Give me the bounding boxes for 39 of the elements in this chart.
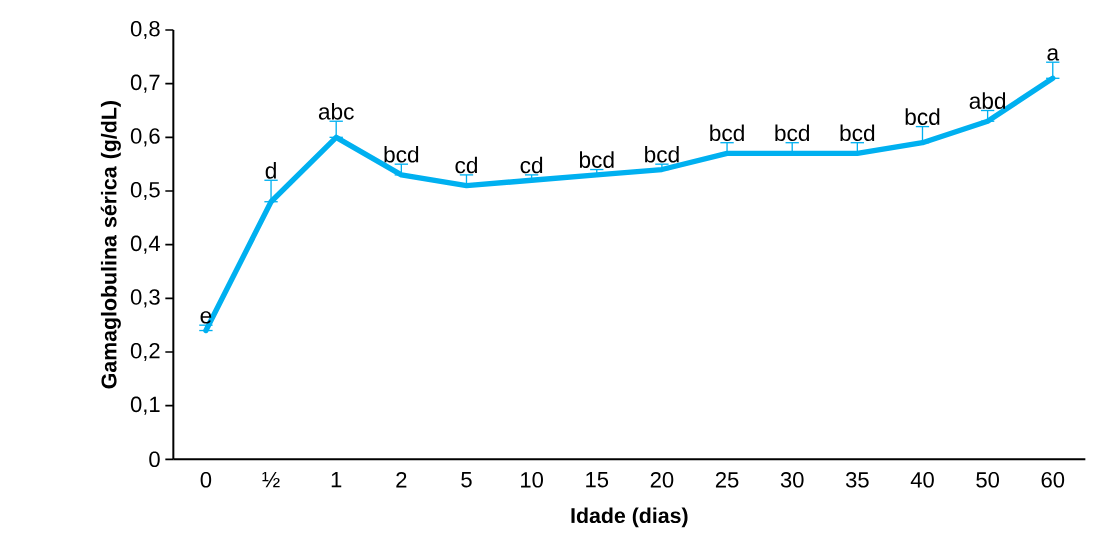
x-tick-label: 40 <box>910 472 934 488</box>
x-tick-label: 1 <box>331 472 342 488</box>
x-tick-label: 10 <box>521 472 543 488</box>
y-axis-title: Gamaglobulina sérica (g/dL) <box>100 101 121 389</box>
data-label: abd <box>969 92 1006 109</box>
x-tick-label: 35 <box>845 472 869 488</box>
data-label: bcd <box>384 145 419 163</box>
x-axis-title: Idade (dias) <box>571 507 688 528</box>
y-tick-label: 0,5 <box>130 181 160 201</box>
data-label: bcd <box>775 124 810 142</box>
x-tick-label: 30 <box>780 472 804 488</box>
data-label: a <box>1047 48 1060 61</box>
y-tick-label: 0,3 <box>130 289 160 308</box>
data-label: bcd <box>905 108 940 126</box>
data-label: d <box>265 162 276 179</box>
data-label: bcd <box>710 124 744 142</box>
x-tick-label: 20 <box>650 472 674 488</box>
x-tick-label: 2 <box>396 472 407 488</box>
data-label: bcd <box>840 124 875 142</box>
data-label: e <box>200 311 212 324</box>
x-tick-label: 0 <box>200 472 212 488</box>
y-tick-label: 0,1 <box>130 396 160 415</box>
y-tick-label: 0,6 <box>130 128 160 147</box>
data-label: bcd <box>645 145 679 163</box>
x-tick-label: ½ <box>262 472 280 488</box>
y-tick-label: 0,4 <box>130 235 160 254</box>
data-label: bcd <box>579 151 614 168</box>
x-tick-label: 60 <box>1041 472 1065 488</box>
y-tick-label: 0,7 <box>130 74 160 93</box>
y-tick-label: 0,8 <box>130 20 160 40</box>
data-label: abc <box>318 103 354 120</box>
y-tick-label: 0 <box>149 451 160 468</box>
y-tick-label: 0,2 <box>130 342 160 362</box>
x-tick-label: 50 <box>976 472 999 488</box>
x-tick-label: 15 <box>586 472 609 488</box>
x-tick-label: 25 <box>715 472 739 488</box>
data-label: cd <box>455 156 477 174</box>
x-tick-label: 5 <box>461 472 472 488</box>
data-label: cd <box>520 156 543 174</box>
